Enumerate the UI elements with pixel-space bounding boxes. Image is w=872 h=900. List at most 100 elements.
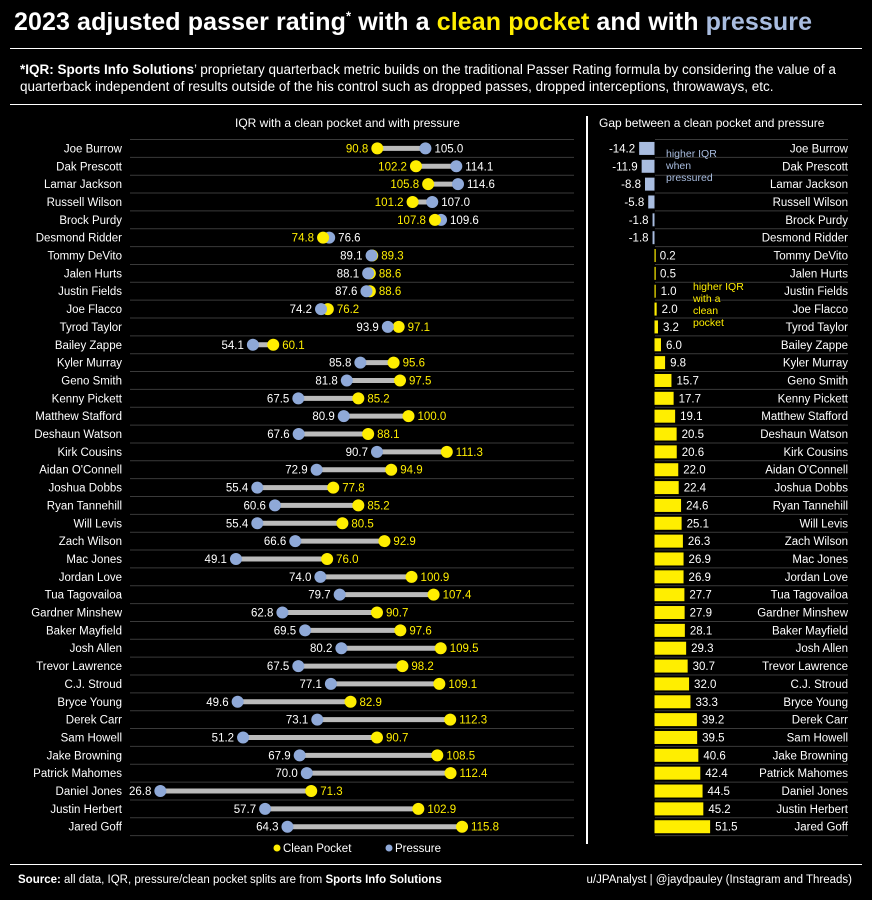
clean-dot: [394, 374, 407, 387]
category-label: Will Levis: [73, 518, 122, 530]
gap-bar: [654, 820, 711, 834]
pressure-value-label: 114.6: [467, 179, 495, 191]
gap-bar: [654, 606, 685, 620]
category-label: Trevor Lawrence: [36, 661, 122, 673]
gap-bar: [654, 766, 701, 780]
clean-dot: [370, 731, 383, 744]
pressure-value-label: 93.9: [356, 322, 378, 334]
gap-value-label: 44.5: [708, 786, 730, 798]
category-label: Tua Tagovailoa: [45, 590, 123, 602]
category-label: Jake Browning: [47, 750, 122, 762]
title-divider: [10, 48, 862, 49]
source-note: Source: all data, IQR, pressure/clean po…: [18, 874, 442, 886]
gap-category-label: Justin Herbert: [776, 804, 848, 816]
clean-dot: [427, 588, 440, 601]
annotation-pressured: when: [665, 160, 691, 172]
clean-value-label: 97.1: [408, 322, 430, 334]
pressure-value-label: 49.1: [205, 554, 227, 566]
clean-dot: [327, 481, 340, 494]
clean-value-label: 109.1: [448, 679, 477, 691]
pressure-dot: [251, 517, 264, 530]
subtitle: *IQR: Sports Info Solutions’ proprietary…: [20, 61, 860, 95]
pressure-dot: [333, 588, 346, 601]
gap-bar: [654, 427, 677, 441]
pressure-value-label: 70.0: [275, 768, 297, 780]
title-part: with a: [351, 8, 437, 36]
title-clean-pocket: clean pocket: [436, 8, 590, 36]
pressure-value-label: 74.0: [289, 572, 311, 584]
pressure-dot: [362, 267, 375, 280]
clean-dot: [336, 517, 349, 530]
gap-bar: [644, 177, 655, 191]
clean-dot: [321, 552, 334, 565]
gap-category-label: Jake Browning: [773, 750, 848, 762]
pressure-dot: [324, 677, 337, 690]
pressure-dot: [360, 285, 373, 298]
clean-dot: [392, 320, 405, 333]
gap-category-label: Kenny Pickett: [778, 393, 849, 405]
gap-bar: [654, 534, 683, 548]
clean-dot: [317, 231, 330, 244]
gap-category-label: Josh Allen: [796, 643, 848, 655]
gap-bar: [654, 302, 657, 316]
gap-value-label: 45.2: [708, 804, 730, 816]
annotation-clean: higher IQR: [693, 281, 744, 293]
clean-dot: [305, 785, 318, 798]
footer-divider: [10, 864, 862, 865]
clean-dot: [456, 820, 469, 833]
gap-category-label: Bailey Zappe: [781, 340, 848, 352]
gap-value-label: 20.5: [682, 429, 704, 441]
source-label: Source:: [18, 874, 61, 886]
clean-dot: [371, 142, 384, 155]
gap-category-label: Zach Wilson: [785, 536, 848, 548]
gap-value-label: 9.8: [670, 358, 686, 370]
pressure-dot: [259, 802, 272, 815]
gap-bar: [639, 141, 655, 155]
category-label: Jared Goff: [69, 822, 123, 834]
clean-dot: [394, 624, 407, 637]
category-label: Brock Purdy: [59, 215, 122, 227]
gap-value-label: 40.6: [703, 750, 725, 762]
gap-value-label: 42.4: [705, 768, 728, 780]
gap-category-label: Aidan O'Connell: [765, 465, 848, 477]
gap-category-label: Lamar Jackson: [770, 179, 848, 191]
gap-category-label: Kyler Murray: [783, 358, 848, 370]
gap-category-label: Jordan Love: [785, 572, 848, 584]
gap-category-label: Patrick Mahomes: [759, 768, 848, 780]
clean-value-label: 100.0: [418, 411, 447, 423]
legend-clean-marker: [273, 844, 281, 852]
pressure-dot: [381, 320, 394, 333]
gap-bar: [654, 588, 685, 602]
clean-value-label: 97.5: [409, 375, 431, 387]
category-label: Kirk Cousins: [57, 447, 122, 459]
gap-category-label: C.J. Stroud: [790, 679, 848, 691]
clean-value-label: 109.5: [450, 643, 479, 655]
clean-value-label: 85.2: [367, 500, 389, 512]
gap-value-label: 28.1: [690, 625, 712, 637]
gap-value-label: -1.8: [629, 233, 649, 245]
pressure-dot: [354, 356, 367, 369]
clean-dot: [362, 428, 375, 441]
pressure-dot: [237, 731, 250, 744]
gap-category-label: Joe Burrow: [790, 143, 849, 155]
clean-value-label: 98.2: [411, 661, 433, 673]
category-label: Russell Wilson: [47, 197, 122, 209]
title-pressure: pressure: [705, 8, 813, 36]
pressure-value-label: 109.6: [450, 215, 479, 227]
pressure-dot: [293, 749, 306, 762]
gap-value-label: 29.3: [691, 643, 713, 655]
pressure-dot: [337, 410, 350, 423]
clean-dot: [378, 535, 391, 548]
category-label: Tyrod Taylor: [60, 322, 123, 334]
clean-value-label: 101.2: [375, 197, 404, 209]
gap-bar: [654, 373, 672, 387]
annotation-pressured: higher IQR: [666, 148, 717, 160]
pressure-value-label: 67.6: [267, 429, 289, 441]
credit: u/JPAnalyst | @jaydpauley (Instagram and…: [586, 874, 852, 886]
clean-value-label: 107.4: [443, 590, 472, 602]
gap-bar: [654, 730, 698, 744]
clean-value-label: 105.8: [390, 179, 419, 191]
pressure-dot: [426, 195, 439, 208]
pressure-dot: [231, 695, 244, 708]
legend-pressure-label: Pressure: [395, 843, 441, 855]
